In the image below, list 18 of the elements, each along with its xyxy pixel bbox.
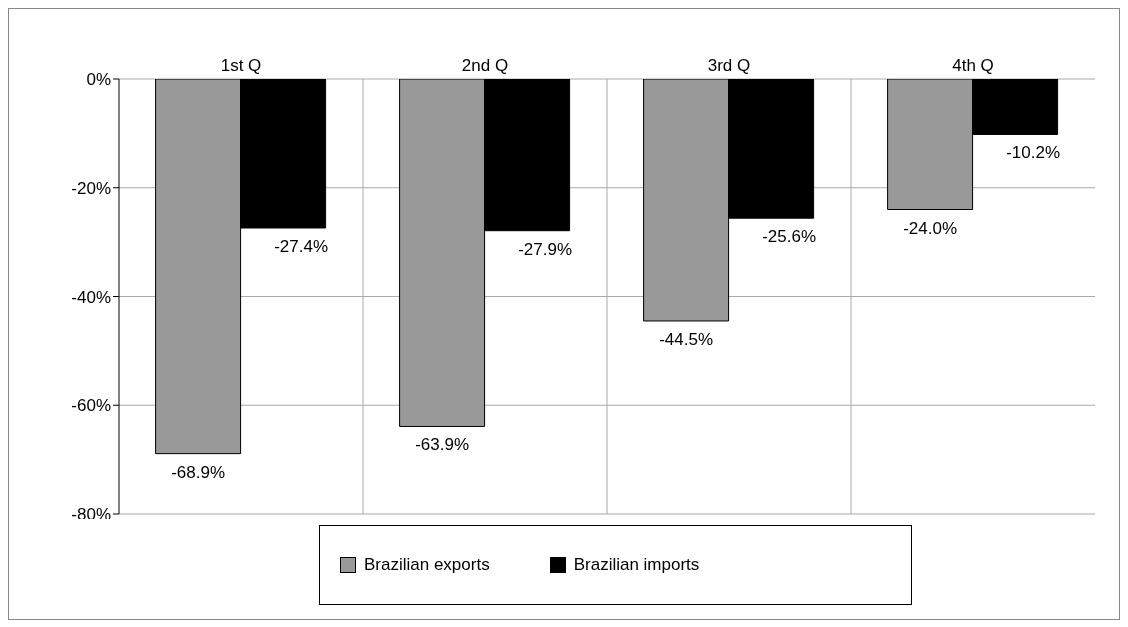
y-tick-label: 0%	[86, 70, 111, 90]
x-tick-label: 3rd Q	[707, 56, 751, 75]
data-label: -68.9%	[171, 462, 226, 482]
data-label: -24.0%	[903, 218, 958, 238]
x-tick-label: 4th Q	[952, 56, 994, 75]
y-tick-label: -20%	[71, 178, 111, 198]
y-tick-label: -60%	[71, 396, 111, 416]
data-label: -44.5%	[659, 329, 714, 349]
data-label: -27.9%	[518, 239, 573, 259]
x-tick-label: 2nd Q	[461, 56, 509, 75]
data-label: -63.9%	[415, 435, 470, 455]
data-label: -10.2%	[1006, 143, 1061, 163]
legend-label: Brazilian exports	[364, 555, 490, 575]
x-tick-label: 1st Q	[220, 56, 262, 75]
data-label: -25.6%	[762, 227, 817, 247]
data-label: -27.4%	[274, 236, 329, 256]
y-tick-label: -40%	[71, 287, 111, 307]
legend-label: Brazilian imports	[573, 555, 700, 575]
